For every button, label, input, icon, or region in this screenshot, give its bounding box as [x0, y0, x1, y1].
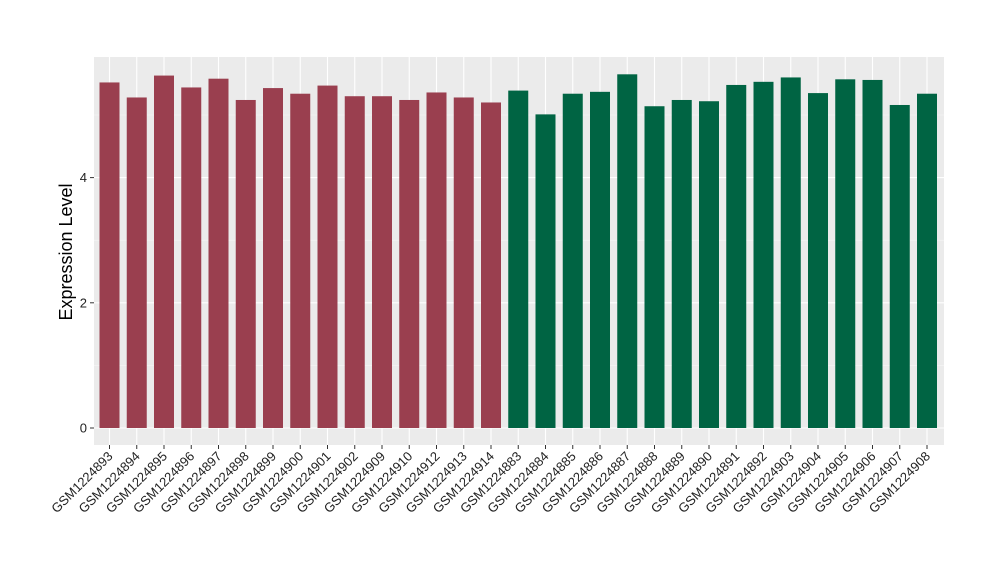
bar-GSM1224892 [753, 81, 774, 429]
bar-GSM1224912 [426, 92, 447, 429]
bar-GSM1224902 [344, 96, 365, 428]
y-tick-label: 4 [80, 170, 87, 185]
bar-GSM1224914 [481, 102, 501, 428]
bar-GSM1224888 [644, 106, 665, 429]
bar-GSM1224900 [290, 93, 311, 428]
bar-GSM1224903 [780, 77, 801, 428]
bars [99, 74, 937, 429]
bar-GSM1224905 [835, 79, 856, 429]
bar-GSM1224898 [235, 99, 256, 428]
bar-GSM1224894 [126, 97, 147, 429]
bar-GSM1224909 [372, 96, 392, 428]
bar-GSM1224910 [399, 99, 420, 428]
bar-GSM1224907 [889, 104, 910, 428]
bar-GSM1224897 [208, 78, 229, 428]
y-tick-label: 2 [80, 295, 87, 310]
bar-GSM1224883 [508, 90, 529, 428]
x-axis: GSM1224893GSM1224894GSM1224895GSM1224896… [48, 445, 933, 516]
bar-GSM1224906 [862, 79, 883, 428]
bar-GSM1224884 [535, 114, 556, 429]
bar-GSM1224896 [181, 87, 202, 429]
bar-GSM1224908 [917, 93, 937, 428]
bar-GSM1224899 [263, 88, 283, 428]
bar-GSM1224891 [726, 84, 747, 429]
y-axis-title: Expression Level [56, 183, 76, 320]
y-tick-label: 0 [80, 421, 87, 436]
bar-GSM1224901 [317, 85, 338, 428]
bar-GSM1224904 [808, 93, 828, 428]
bar-GSM1224895 [154, 75, 174, 428]
bar-GSM1224913 [453, 97, 474, 429]
bar-GSM1224886 [590, 91, 610, 428]
y-axis: 0 2 4 [80, 170, 94, 436]
bar-GSM1224887 [617, 74, 638, 428]
bar-GSM1224885 [562, 93, 583, 428]
bar-GSM1224890 [699, 101, 719, 428]
bar-GSM1224893 [99, 82, 120, 428]
bar-GSM1224889 [671, 99, 692, 428]
